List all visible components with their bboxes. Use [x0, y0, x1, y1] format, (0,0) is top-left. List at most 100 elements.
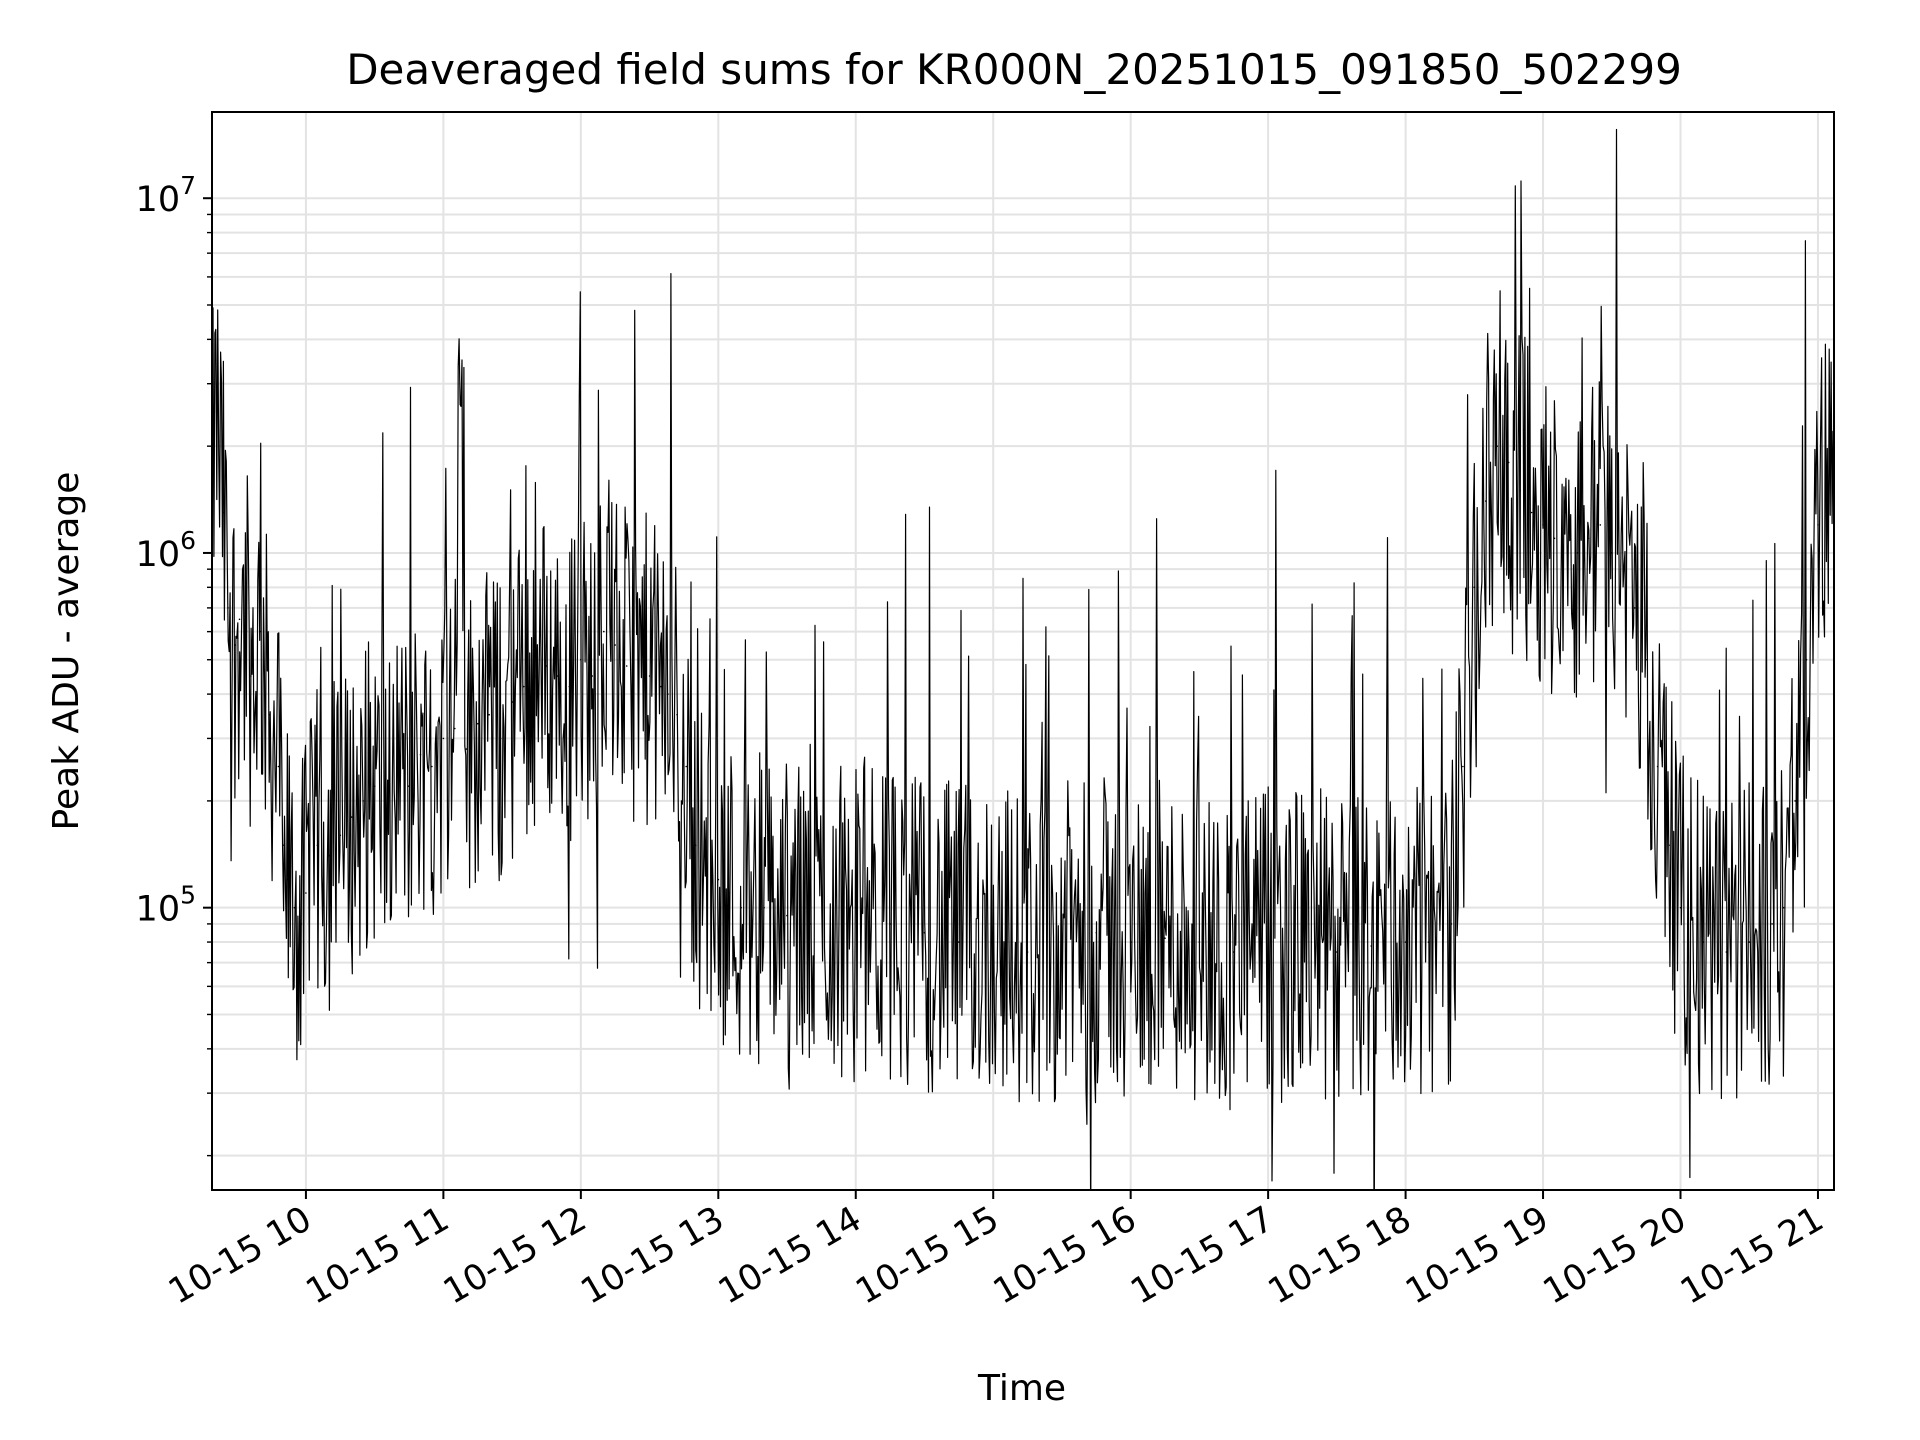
data-point: [832, 914, 834, 917]
data-point: [1805, 658, 1808, 661]
data-point: [419, 753, 422, 756]
y-tick-label: 107: [136, 171, 196, 220]
data-point: [442, 737, 445, 740]
data-point: [1164, 937, 1166, 939]
data-point: [339, 834, 342, 837]
data-point: [1656, 765, 1659, 768]
data-point: [362, 800, 365, 802]
y-tick-base: 10: [136, 890, 181, 930]
data-point: [268, 713, 271, 716]
data-point: [282, 844, 284, 846]
data-point: [717, 878, 720, 881]
data-point: [305, 892, 307, 894]
data-point: [1771, 923, 1773, 925]
y-tick-label: 106: [136, 526, 196, 575]
data-point: [923, 931, 926, 934]
data-point: [1473, 586, 1476, 589]
data-point: [625, 665, 628, 667]
data-point: [809, 923, 811, 925]
data-point: [1496, 445, 1498, 448]
data-point: [1462, 765, 1464, 768]
data-point: [1129, 941, 1132, 943]
data-point: [1267, 945, 1269, 947]
data-point: [1233, 951, 1235, 953]
data-point: [1828, 461, 1831, 464]
data-point: [234, 644, 236, 646]
data-point: [1026, 951, 1029, 953]
data-point: [1576, 552, 1579, 554]
data-point: [1450, 923, 1453, 925]
data-point: [499, 737, 502, 740]
data-point: [1599, 524, 1602, 526]
data-point: [580, 658, 582, 661]
data-point: [245, 630, 248, 633]
data-point: [676, 713, 678, 716]
data-point: [396, 765, 399, 768]
data-point: [1485, 500, 1487, 502]
data-point: [591, 675, 594, 677]
plot-frame: [211, 111, 1835, 1191]
data-point: [1645, 658, 1647, 661]
data-point: [1817, 524, 1819, 526]
data-point: [534, 675, 536, 677]
data-point: [648, 675, 651, 677]
data-point: [222, 511, 225, 514]
data-point: [1748, 941, 1750, 943]
y-tick-exponent: 7: [180, 171, 196, 200]
data-point: [614, 644, 616, 646]
data-point: [568, 685, 571, 688]
data-point: [259, 630, 261, 633]
data-point: [667, 693, 669, 695]
data-point: [1370, 945, 1372, 947]
series-line: [212, 128, 1834, 1190]
data-point: [1095, 931, 1098, 934]
data-point: [855, 906, 857, 909]
data-point: [350, 816, 353, 818]
data-point: [1530, 511, 1533, 514]
data-point: [1611, 552, 1613, 554]
data-point: [1301, 941, 1304, 943]
data-point: [889, 923, 891, 925]
y-axis-label: Peak ADU - average: [46, 472, 87, 831]
data-point: [238, 618, 241, 621]
data-point: [454, 727, 456, 730]
data-point: [1782, 906, 1785, 909]
data-point: [1198, 941, 1201, 943]
data-point: [660, 685, 662, 688]
data-point: [557, 675, 559, 677]
data-point: [477, 722, 479, 725]
data-point: [316, 844, 319, 846]
data-point: [1565, 511, 1567, 514]
x-axis-label: Time: [977, 1368, 1066, 1409]
y-tick-label: 105: [136, 881, 196, 930]
data-point: [603, 630, 605, 633]
data-point: [1427, 941, 1430, 943]
data-point: [1507, 461, 1510, 464]
data-point: [740, 906, 742, 909]
data-point: [685, 765, 687, 768]
data-point: [300, 923, 303, 925]
data-point: [1336, 951, 1338, 953]
data-point: [1404, 941, 1407, 943]
data-point: [637, 658, 639, 661]
data-point: [1794, 800, 1796, 802]
data-point: [286, 878, 289, 881]
y-tick-exponent: 5: [180, 881, 196, 910]
data-point: [328, 855, 330, 857]
data-point: [277, 765, 280, 768]
data-point: [706, 866, 708, 869]
data-point: [373, 785, 376, 787]
series-layer: [212, 128, 1834, 1190]
data-point: [511, 701, 513, 703]
data-point: [1553, 537, 1556, 540]
data-point: [227, 607, 229, 609]
data-point: [1061, 941, 1063, 943]
data-point: [1702, 941, 1705, 943]
data-point: [293, 906, 296, 909]
data-point: [522, 685, 525, 688]
data-point: [385, 816, 387, 818]
data-point: [1679, 906, 1682, 909]
data-point: [992, 931, 994, 934]
data-point: [1588, 537, 1590, 540]
